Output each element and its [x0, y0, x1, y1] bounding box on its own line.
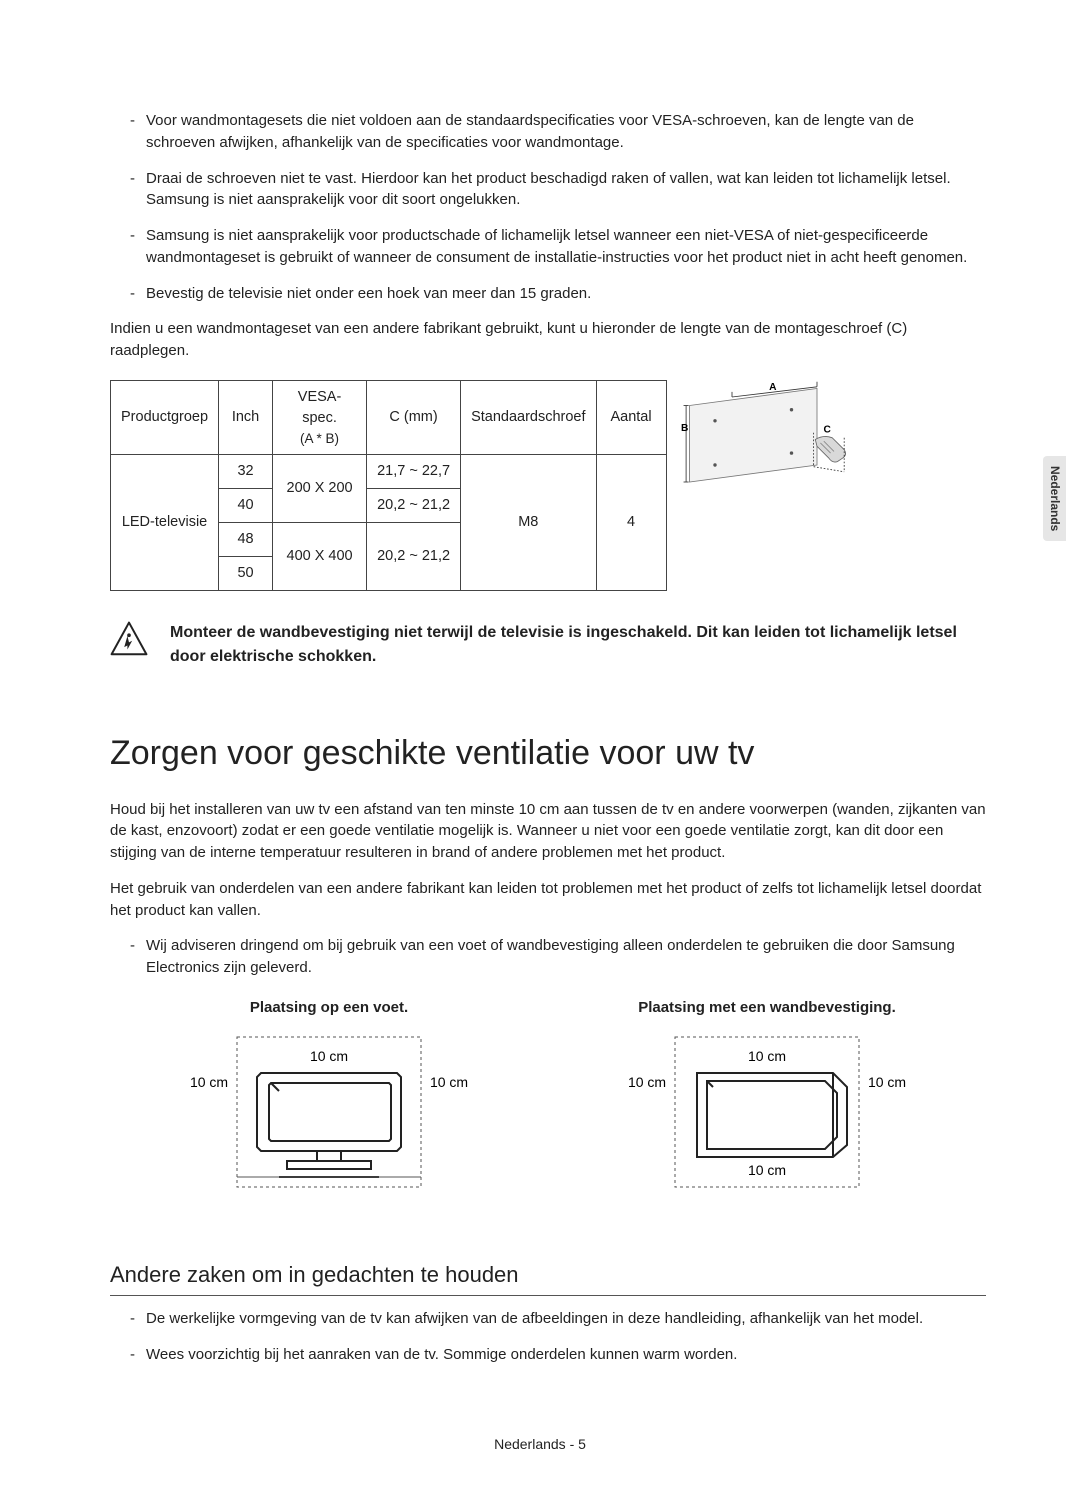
cell-c: 21,7 ~ 22,7 [367, 455, 461, 489]
col-count: Aantal [596, 380, 666, 455]
list-item: Samsung is niet aansprakelijk voor produ… [110, 225, 986, 269]
list-item: Draai de schroeven niet te vast. Hierdoo… [110, 168, 986, 212]
intro-paragraph: Indien u een wandmontageset van een ande… [110, 318, 986, 362]
cell-inch: 50 [219, 557, 273, 591]
label-left: 10 cm [628, 1074, 666, 1090]
top-bullet-list: Voor wandmontagesets die niet voldoen aa… [110, 110, 986, 304]
section-title: Zorgen voor geschikte ventilatie voor uw… [110, 729, 986, 778]
list-item: Bevestig de televisie niet onder een hoe… [110, 283, 986, 305]
col-inch: Inch [219, 380, 273, 455]
diagram-stand-title: Plaatsing op een voet. [179, 997, 479, 1019]
label-bottom: 10 cm [748, 1162, 786, 1178]
list-item: De werkelijke vormgeving van de tv kan a… [110, 1308, 986, 1330]
diagram-stand-svg: 10 cm 10 cm 10 cm [179, 1027, 479, 1197]
spec-table-wrap: Productgroep Inch VESA-spec. (A * B) C (… [110, 380, 986, 592]
page-content: Voor wandmontagesets die niet voldoen aa… [0, 0, 1080, 1440]
col-vesa-l1: VESA-spec. [298, 389, 342, 426]
warning-block: Monteer de wandbevestiging niet terwijl … [110, 621, 986, 669]
cell-count: 4 [596, 455, 666, 591]
col-c: C (mm) [367, 380, 461, 455]
label-right: 10 cm [430, 1074, 468, 1090]
cell-c: 20,2 ~ 21,2 [367, 489, 461, 523]
label-top: 10 cm [310, 1048, 348, 1064]
label-top: 10 cm [748, 1048, 786, 1064]
col-group: Productgroep [111, 380, 219, 455]
list-item: Wees voorzichtig bij het aanraken van de… [110, 1344, 986, 1366]
cell-inch: 48 [219, 523, 273, 557]
cell-screw: M8 [461, 455, 596, 591]
diagram-wall: Plaatsing met een wandbevestiging. 10 cm… [617, 997, 917, 1204]
cell-c: 20,2 ~ 21,2 [367, 523, 461, 591]
sub-bullet-list: De werkelijke vormgeving van de tv kan a… [110, 1308, 986, 1366]
diagram-stand: Plaatsing op een voet. 10 cm 10 cm 10 cm [179, 997, 479, 1204]
diagram-wall-svg: 10 cm 10 cm 10 cm 10 cm [617, 1027, 917, 1197]
cell-inch: 40 [219, 489, 273, 523]
section-para-2: Het gebruik van onderdelen van een ander… [110, 878, 986, 922]
warning-icon [110, 621, 148, 656]
section-para-1: Houd bij het installeren van uw tv een a… [110, 799, 986, 864]
label-left: 10 cm [190, 1074, 228, 1090]
cell-inch: 32 [219, 455, 273, 489]
bracket-label-a: A [769, 382, 777, 393]
list-item: Voor wandmontagesets die niet voldoen aa… [110, 110, 986, 154]
col-screw: Standaardschroef [461, 380, 596, 455]
cell-vesa: 200 X 200 [273, 455, 367, 523]
col-vesa-l2: (A * B) [283, 429, 356, 449]
subsection-title: Andere zaken om in gedachten te houden [110, 1259, 986, 1296]
page-footer: Nederlands - 5 [0, 1434, 1080, 1454]
cell-vesa: 400 X 400 [273, 523, 367, 591]
mount-bracket-diagram: A B C [681, 380, 851, 499]
diagram-wall-title: Plaatsing met een wandbevestiging. [617, 997, 917, 1019]
bracket-label-b: B [681, 423, 688, 434]
warning-text: Monteer de wandbevestiging niet terwijl … [170, 621, 986, 669]
ventilation-diagrams: Plaatsing op een voet. 10 cm 10 cm 10 cm [110, 997, 986, 1204]
bracket-label-c: C [823, 424, 831, 435]
spec-table: Productgroep Inch VESA-spec. (A * B) C (… [110, 380, 667, 592]
list-item: Wij adviseren dringend om bij gebruik va… [110, 935, 986, 979]
label-right: 10 cm [868, 1074, 906, 1090]
col-vesa: VESA-spec. (A * B) [273, 380, 367, 455]
cell-group: LED-televisie [111, 455, 219, 591]
section-bullet-list: Wij adviseren dringend om bij gebruik va… [110, 935, 986, 979]
